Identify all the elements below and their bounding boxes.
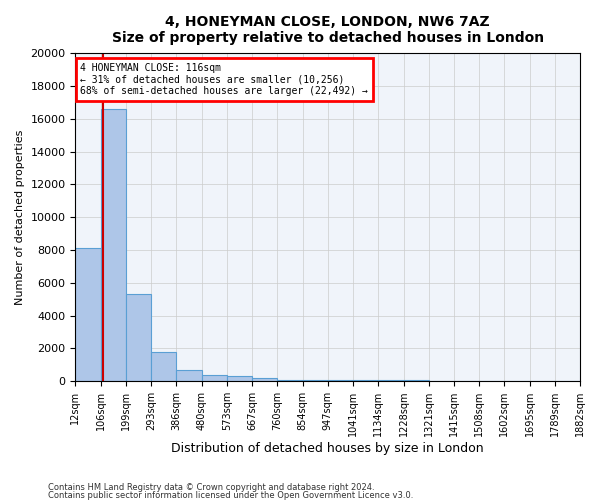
Bar <box>252 378 277 381</box>
Bar <box>328 380 353 381</box>
Text: 4 HONEYMAN CLOSE: 116sqm
← 31% of detached houses are smaller (10,256)
68% of se: 4 HONEYMAN CLOSE: 116sqm ← 31% of detach… <box>80 63 368 96</box>
Bar <box>302 380 328 381</box>
Text: Contains HM Land Registry data © Crown copyright and database right 2024.: Contains HM Land Registry data © Crown c… <box>48 483 374 492</box>
Bar <box>202 374 227 381</box>
Bar <box>126 294 151 381</box>
Bar <box>76 248 101 381</box>
Bar <box>151 352 176 381</box>
Bar <box>277 380 302 381</box>
X-axis label: Distribution of detached houses by size in London: Distribution of detached houses by size … <box>172 442 484 455</box>
Bar <box>101 109 126 381</box>
Text: Contains public sector information licensed under the Open Government Licence v3: Contains public sector information licen… <box>48 490 413 500</box>
Bar <box>404 380 428 381</box>
Bar <box>428 380 454 381</box>
Bar <box>454 380 479 381</box>
Title: 4, HONEYMAN CLOSE, LONDON, NW6 7AZ
Size of property relative to detached houses : 4, HONEYMAN CLOSE, LONDON, NW6 7AZ Size … <box>112 15 544 45</box>
Bar <box>227 376 252 381</box>
Y-axis label: Number of detached properties: Number of detached properties <box>15 130 25 305</box>
Bar <box>176 370 202 381</box>
Bar <box>378 380 404 381</box>
Bar <box>353 380 378 381</box>
